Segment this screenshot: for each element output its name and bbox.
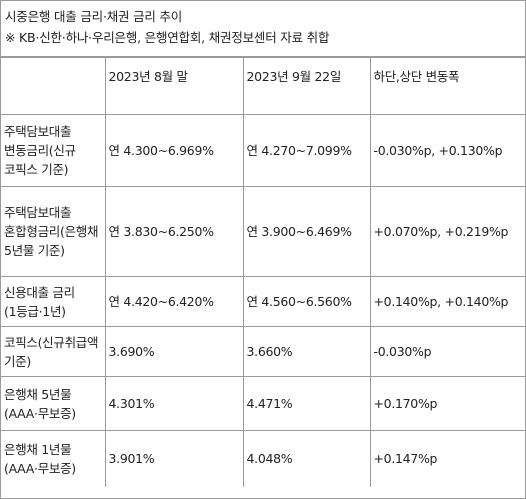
cell-aug: 연 4.300~6.969% <box>104 114 244 187</box>
table-row: 은행채 5년물(AAA·무보증) 4.301% 4.471% +0.170%p <box>1 376 525 431</box>
column-header-change: 하단,상단 변동폭 <box>369 57 525 115</box>
cell-aug: 연 3.830~6.250% <box>104 186 244 277</box>
cell-change: +0.070%p, +0.219%p <box>369 186 525 277</box>
column-header-aug: 2023년 8월 말 <box>104 57 244 115</box>
row-label: 은행채 1년물(AAA·무보증) <box>1 430 106 487</box>
cell-change: -0.030%p, +0.130%p <box>369 114 525 187</box>
row-label: 은행채 5년물(AAA·무보증) <box>1 376 106 431</box>
cell-sep: 연 4.270~7.099% <box>242 114 371 187</box>
cell-sep: 연 3.900~6.469% <box>242 186 371 277</box>
cell-change: +0.147%p <box>369 430 525 487</box>
column-header-item <box>1 57 106 115</box>
cell-change: +0.170%p <box>369 376 525 431</box>
cell-change: +0.140%p, +0.140%p <box>369 276 525 327</box>
cell-sep: 연 4.560~6.560% <box>242 276 371 327</box>
column-header-sep: 2023년 9월 22일 <box>242 57 371 115</box>
table-row: 코픽스(신규취급액 기준) 3.690% 3.660% -0.030%p <box>1 326 525 377</box>
cell-aug: 3.901% <box>104 430 244 487</box>
row-label: 코픽스(신규취급액 기준) <box>1 326 106 377</box>
rate-table: 2023년 8월 말 2023년 9월 22일 하단,상단 변동폭 주택담보대출… <box>1 57 525 487</box>
row-label: 주택담보대출 변동금리(신규 코픽스 기준) <box>1 114 106 187</box>
table-row: 은행채 1년물(AAA·무보증) 3.901% 4.048% +0.147%p <box>1 430 525 487</box>
cell-aug: 3.690% <box>104 326 244 377</box>
title-block: 시중은행 대출 금리·채권 금리 추이 ※ KB·신한·하나·우리은행, 은행연… <box>1 1 525 57</box>
table-row: 주택담보대출 변동금리(신규 코픽스 기준) 연 4.300~6.969% 연 … <box>1 114 525 187</box>
cell-sep: 4.048% <box>242 430 371 487</box>
table-row: 신용대출 금리(1등급·1년) 연 4.420~6.420% 연 4.560~6… <box>1 276 525 327</box>
table-row: 주택담보대출 혼합형금리(은행채 5년물 기준) 연 3.830~6.250% … <box>1 186 525 277</box>
cell-sep: 3.660% <box>242 326 371 377</box>
table-title: 시중은행 대출 금리·채권 금리 추이 <box>5 9 183 24</box>
row-label: 주택담보대출 혼합형금리(은행채 5년물 기준) <box>1 186 106 277</box>
cell-aug: 연 4.420~6.420% <box>104 276 244 327</box>
source-note: ※ KB·신한·하나·우리은행, 은행연합회, 채권정보센터 자료 취합 <box>5 30 330 45</box>
cell-aug: 4.301% <box>104 376 244 431</box>
cell-sep: 4.471% <box>242 376 371 431</box>
row-label: 신용대출 금리(1등급·1년) <box>1 276 106 327</box>
header-row: 2023년 8월 말 2023년 9월 22일 하단,상단 변동폭 <box>1 57 525 115</box>
cell-change: -0.030%p <box>369 326 525 377</box>
